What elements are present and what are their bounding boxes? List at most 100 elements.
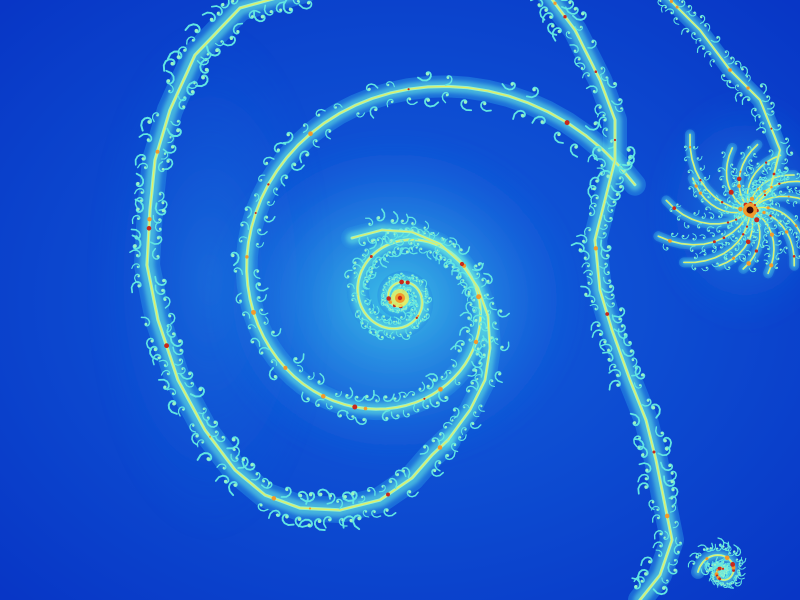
tendril-node	[460, 342, 464, 346]
tendril-node	[164, 364, 167, 367]
tendril-node	[574, 145, 578, 149]
tendril-node	[482, 339, 484, 342]
tendril-node	[234, 270, 238, 273]
tendril-node	[777, 214, 779, 217]
tendril-node	[381, 298, 384, 301]
tendril-node	[233, 448, 236, 451]
tendril-node	[144, 322, 148, 326]
tendril-node	[692, 237, 695, 240]
tendril-node	[443, 258, 446, 261]
hot-node	[756, 187, 759, 190]
tendril-node	[441, 375, 444, 379]
tendril-node	[737, 215, 740, 217]
tendril-node	[745, 174, 748, 177]
tendril-node	[416, 325, 419, 327]
tendril-node	[250, 463, 254, 467]
tendril-node	[671, 233, 674, 235]
tendril-node	[172, 392, 175, 395]
hot-node	[699, 178, 702, 182]
tendril-node	[607, 357, 611, 361]
tendril-node	[317, 519, 322, 524]
tendril-node	[660, 431, 664, 435]
tendril-node	[606, 174, 610, 178]
tendril-node	[269, 10, 273, 14]
tendril-node	[265, 216, 269, 219]
tendril-node	[785, 138, 788, 141]
tendril-node	[396, 247, 399, 250]
tendril-node	[731, 164, 734, 166]
tendril-node	[417, 231, 420, 233]
tendril-node	[732, 171, 734, 173]
tendril-node	[467, 292, 471, 296]
tendril-node	[781, 174, 784, 178]
tendril-node	[365, 280, 369, 283]
tendril-node	[785, 247, 788, 250]
tendril-node	[722, 186, 724, 188]
tendril-node	[385, 254, 388, 257]
tendril-node	[438, 461, 441, 465]
hot-node	[563, 15, 567, 19]
tendril-node	[735, 248, 737, 250]
tendril-node	[733, 206, 735, 209]
tendril-node	[753, 268, 756, 270]
tendril-node	[613, 82, 616, 86]
tendril-node	[776, 175, 779, 178]
tendril-node	[775, 203, 778, 206]
tendril-node	[728, 266, 730, 269]
tendril-node	[592, 187, 596, 191]
tendril-node	[639, 384, 641, 387]
tendril-node	[679, 541, 682, 544]
tendril-node	[721, 152, 724, 154]
tendril-node	[491, 302, 495, 305]
tendril-node	[557, 29, 561, 33]
tendril-node	[600, 163, 604, 167]
tendril-node	[619, 177, 622, 180]
tendril-node	[589, 273, 592, 276]
tendril-node	[421, 280, 424, 283]
tendril-node	[723, 584, 726, 587]
tendril-node	[720, 584, 723, 586]
tendril-node	[771, 212, 774, 214]
tendril-node	[156, 236, 160, 240]
tendril-node	[385, 283, 388, 285]
hot-node	[352, 404, 358, 410]
tendril-node	[389, 335, 391, 337]
tendril-node	[396, 414, 399, 417]
tendril-node	[730, 57, 733, 60]
tendril-node	[399, 333, 402, 336]
tendril-node	[406, 334, 409, 338]
tendril-node	[387, 304, 389, 307]
tendril-node	[510, 82, 514, 86]
tendril-node	[603, 340, 607, 344]
tendril-node	[632, 359, 635, 362]
tendril-node	[476, 352, 479, 356]
tendril-node	[705, 570, 708, 573]
tendril-node	[750, 160, 753, 162]
tendril-node	[765, 262, 768, 265]
tendril-node	[303, 124, 306, 127]
tendril-node	[328, 130, 331, 133]
tendril-node	[597, 148, 601, 152]
tendril-node	[723, 571, 725, 573]
tendril-node	[317, 113, 321, 116]
tendril-node	[441, 237, 444, 239]
hot-node	[147, 217, 152, 222]
tendril-node	[707, 196, 710, 198]
tendril-node	[190, 90, 195, 94]
tendril-node	[448, 372, 451, 374]
tendril-node	[604, 224, 607, 227]
tendril-node	[415, 276, 418, 279]
tendril-node	[702, 216, 704, 218]
tendril-node	[432, 378, 436, 382]
tendril-node	[659, 544, 662, 547]
tendril-node	[400, 240, 403, 243]
tendril-node	[735, 200, 738, 203]
tendril-node	[425, 313, 428, 316]
hot-node	[772, 172, 776, 176]
tendril-node	[388, 251, 391, 254]
tendril-node	[476, 347, 480, 351]
tendril-node	[371, 267, 374, 270]
cluster-branch-filament-yellow	[749, 206, 800, 234]
hot-node	[321, 394, 326, 399]
tendril-node	[201, 75, 205, 80]
